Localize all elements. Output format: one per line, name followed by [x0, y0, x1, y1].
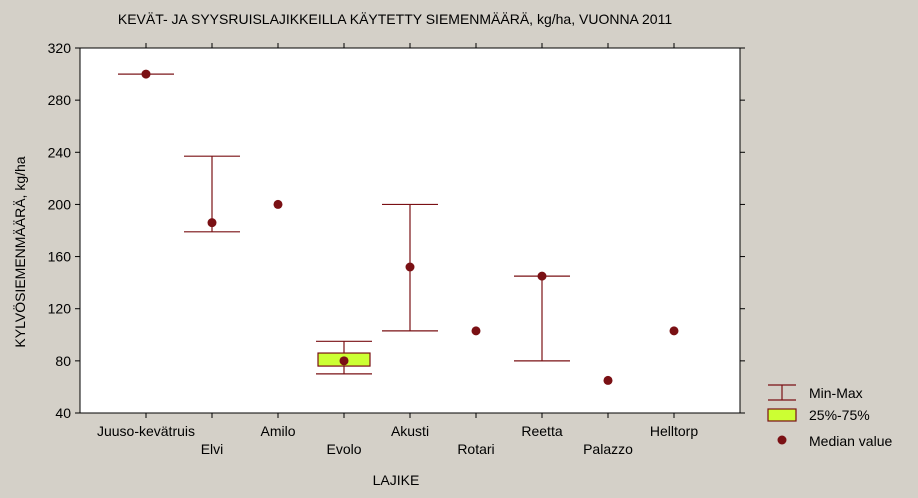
y-tick-label: 320 [48, 40, 72, 56]
legend-box-swatch [767, 408, 797, 422]
median-point [537, 271, 547, 281]
plot-marks [118, 69, 679, 385]
median-point [405, 262, 415, 272]
y-tick-label: 160 [48, 249, 72, 265]
median-point [273, 199, 283, 209]
x-axis: Juuso-kevätruis Elvi Amilo Evolo Akusti Rotar… [97, 43, 698, 457]
x-tick-label: Amilo [260, 423, 295, 439]
legend-label-median: Median value [809, 433, 892, 449]
y-tick-label: 280 [48, 92, 72, 108]
x-tick-label: Palazzo [583, 441, 633, 457]
legend: Min-Max 25%-75% Median value [767, 384, 892, 449]
median-point [141, 69, 151, 79]
legend-label-quartiles: 25%-75% [809, 407, 870, 423]
legend-median-swatch [777, 435, 787, 445]
median-point [471, 326, 481, 336]
y-tick-label: 40 [55, 405, 71, 421]
y-axis: 40 80 120 160 200 240 280 320 [48, 40, 745, 421]
median-point [207, 218, 217, 228]
y-tick-label: 200 [48, 196, 72, 212]
y-axis-label: KYLVÖSIEMENMÄÄRÄ, kg/ha [11, 156, 28, 347]
x-tick-label: Evolo [326, 441, 361, 457]
median-point [603, 375, 613, 385]
y-tick-label: 80 [55, 353, 71, 369]
x-tick-label: Helltorp [650, 423, 698, 439]
median-point [339, 356, 349, 366]
x-axis-label: LAJIKE [373, 472, 420, 488]
x-tick-label: Reetta [521, 423, 562, 439]
x-tick-label: Rotari [457, 441, 494, 457]
x-tick-label: Elvi [201, 441, 224, 457]
y-tick-label: 240 [48, 144, 72, 160]
y-tick-label: 120 [48, 301, 72, 317]
chart-title: KEVÄT- JA SYYSRUISLAJIKKEILLA KÄYTETTY S… [118, 11, 672, 27]
median-point [669, 326, 679, 336]
legend-label-minmax: Min-Max [809, 385, 863, 401]
x-tick-label: Juuso-kevätruis [97, 423, 195, 439]
x-tick-label: Akusti [391, 423, 429, 439]
